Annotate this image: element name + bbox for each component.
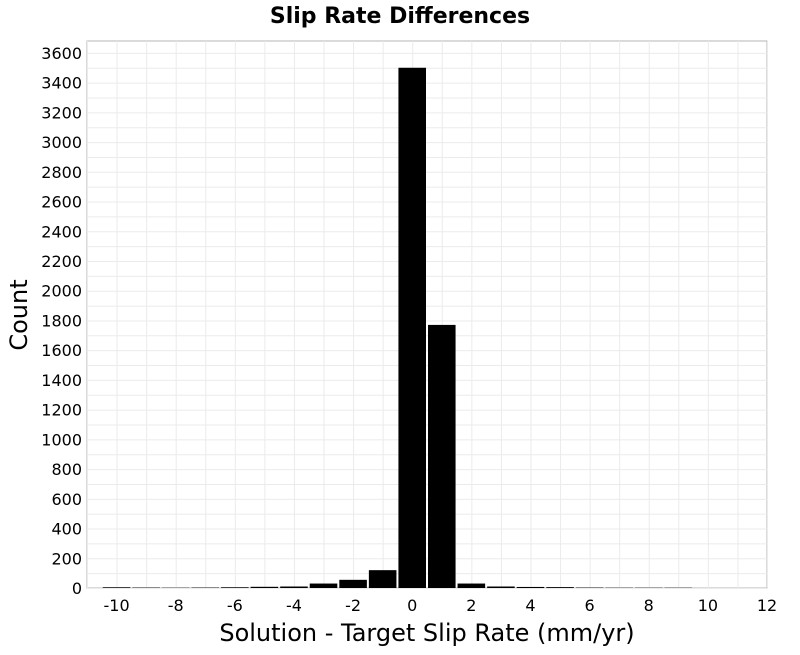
x-tick-label: 2 xyxy=(466,596,476,615)
x-tick-label: 0 xyxy=(407,596,417,615)
y-tick-label: 2000 xyxy=(41,282,82,301)
y-axis-label: Count xyxy=(5,279,33,350)
histogram-bar xyxy=(487,587,515,588)
y-axis-ticks: 0 200 400 600 800 1000 1200 1400 1600 1800 2000 220… xyxy=(41,44,82,598)
y-tick-label: 0 xyxy=(72,579,82,598)
x-axis-label: Solution - Target Slip Rate (mm/yr) xyxy=(219,619,634,647)
x-tick-label: 6 xyxy=(585,596,595,615)
y-tick-label: 600 xyxy=(51,490,82,509)
histogram-bar xyxy=(251,587,279,588)
x-axis-ticks: -10 -8 -6 -4 -2 0 2 4 6 8 10 12 xyxy=(103,596,777,615)
histogram-bar xyxy=(310,584,338,588)
y-tick-label: 1800 xyxy=(41,311,82,330)
y-tick-label: 2800 xyxy=(41,163,82,182)
x-tick-label: 4 xyxy=(525,596,535,615)
x-tick-label: -6 xyxy=(227,596,243,615)
plot-area xyxy=(87,41,767,588)
x-tick-label: -8 xyxy=(168,596,184,615)
y-tick-label: 2600 xyxy=(41,193,82,212)
chart-title: Slip Rate Differences xyxy=(270,4,530,29)
y-tick-label: 200 xyxy=(51,549,82,568)
x-tick-label: -10 xyxy=(103,596,129,615)
x-tick-label: -4 xyxy=(286,596,302,615)
histogram-bar xyxy=(339,580,367,588)
histogram-bar xyxy=(428,325,456,588)
y-tick-label: 2200 xyxy=(41,252,82,271)
histogram-bar xyxy=(398,68,426,588)
histogram-bar xyxy=(103,587,131,588)
histogram-bar xyxy=(546,587,574,588)
y-tick-label: 1400 xyxy=(41,371,82,390)
y-tick-label: 2400 xyxy=(41,222,82,241)
y-tick-label: 3400 xyxy=(41,74,82,93)
histogram-bar xyxy=(458,584,486,588)
x-tick-label: 12 xyxy=(757,596,777,615)
histogram-bar xyxy=(221,587,249,588)
y-tick-label: 3000 xyxy=(41,133,82,152)
y-tick-label: 1600 xyxy=(41,341,82,360)
y-tick-label: 400 xyxy=(51,520,82,539)
y-tick-label: 3200 xyxy=(41,103,82,122)
histogram-bar xyxy=(369,570,397,588)
x-tick-label: 10 xyxy=(698,596,718,615)
x-tick-label: -2 xyxy=(345,596,361,615)
x-tick-label: 8 xyxy=(644,596,654,615)
y-tick-label: 800 xyxy=(51,460,82,479)
y-tick-label: 1200 xyxy=(41,401,82,420)
histogram-bar xyxy=(517,587,545,588)
y-tick-label: 1000 xyxy=(41,430,82,449)
histogram-bar xyxy=(280,587,308,588)
y-tick-label: 3600 xyxy=(41,44,82,63)
